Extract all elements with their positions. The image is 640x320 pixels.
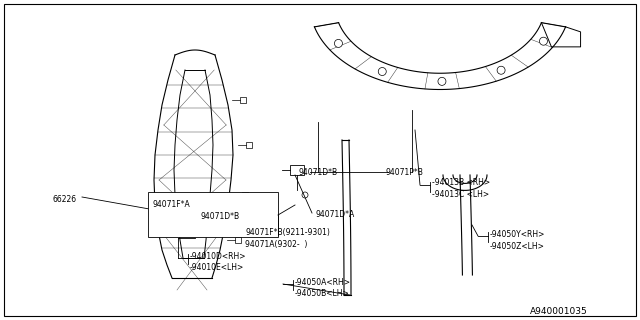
Text: 94071F*A: 94071F*A: [152, 200, 189, 209]
Text: -94010E<LH>: -94010E<LH>: [190, 263, 244, 272]
Text: -94010D<RH>: -94010D<RH>: [190, 252, 246, 261]
Text: -94013C <LH>: -94013C <LH>: [432, 190, 489, 199]
Circle shape: [302, 192, 308, 198]
Bar: [148, 192, 278, 237]
Text: -94050B<LH>: -94050B<LH>: [295, 289, 349, 298]
Circle shape: [497, 66, 505, 74]
Text: -94050Y<RH>: -94050Y<RH>: [490, 230, 545, 239]
Bar: [246, 142, 252, 148]
Bar: [240, 97, 246, 103]
Bar: [242, 192, 248, 198]
Text: 94071F*B(9211-9301): 94071F*B(9211-9301): [245, 228, 330, 237]
Circle shape: [378, 68, 387, 76]
Text: 94071D*A: 94071D*A: [315, 210, 355, 219]
Circle shape: [540, 37, 547, 45]
Text: 94071P*B: 94071P*B: [385, 168, 423, 177]
Text: 94071A(9302-  ): 94071A(9302- ): [245, 240, 307, 249]
Circle shape: [152, 207, 158, 213]
Text: 94071D*B: 94071D*B: [200, 212, 239, 221]
Text: 66226: 66226: [52, 195, 76, 204]
Circle shape: [335, 39, 342, 47]
Text: A940001035: A940001035: [530, 307, 588, 316]
Text: 94071D*B: 94071D*B: [298, 168, 337, 177]
Circle shape: [438, 77, 446, 85]
Text: -94013B <RH>: -94013B <RH>: [432, 178, 490, 187]
Text: -94050Z<LH>: -94050Z<LH>: [490, 242, 545, 251]
Bar: [290, 165, 304, 175]
Bar: [235, 237, 241, 243]
Text: -94050A<RH>: -94050A<RH>: [295, 278, 351, 287]
